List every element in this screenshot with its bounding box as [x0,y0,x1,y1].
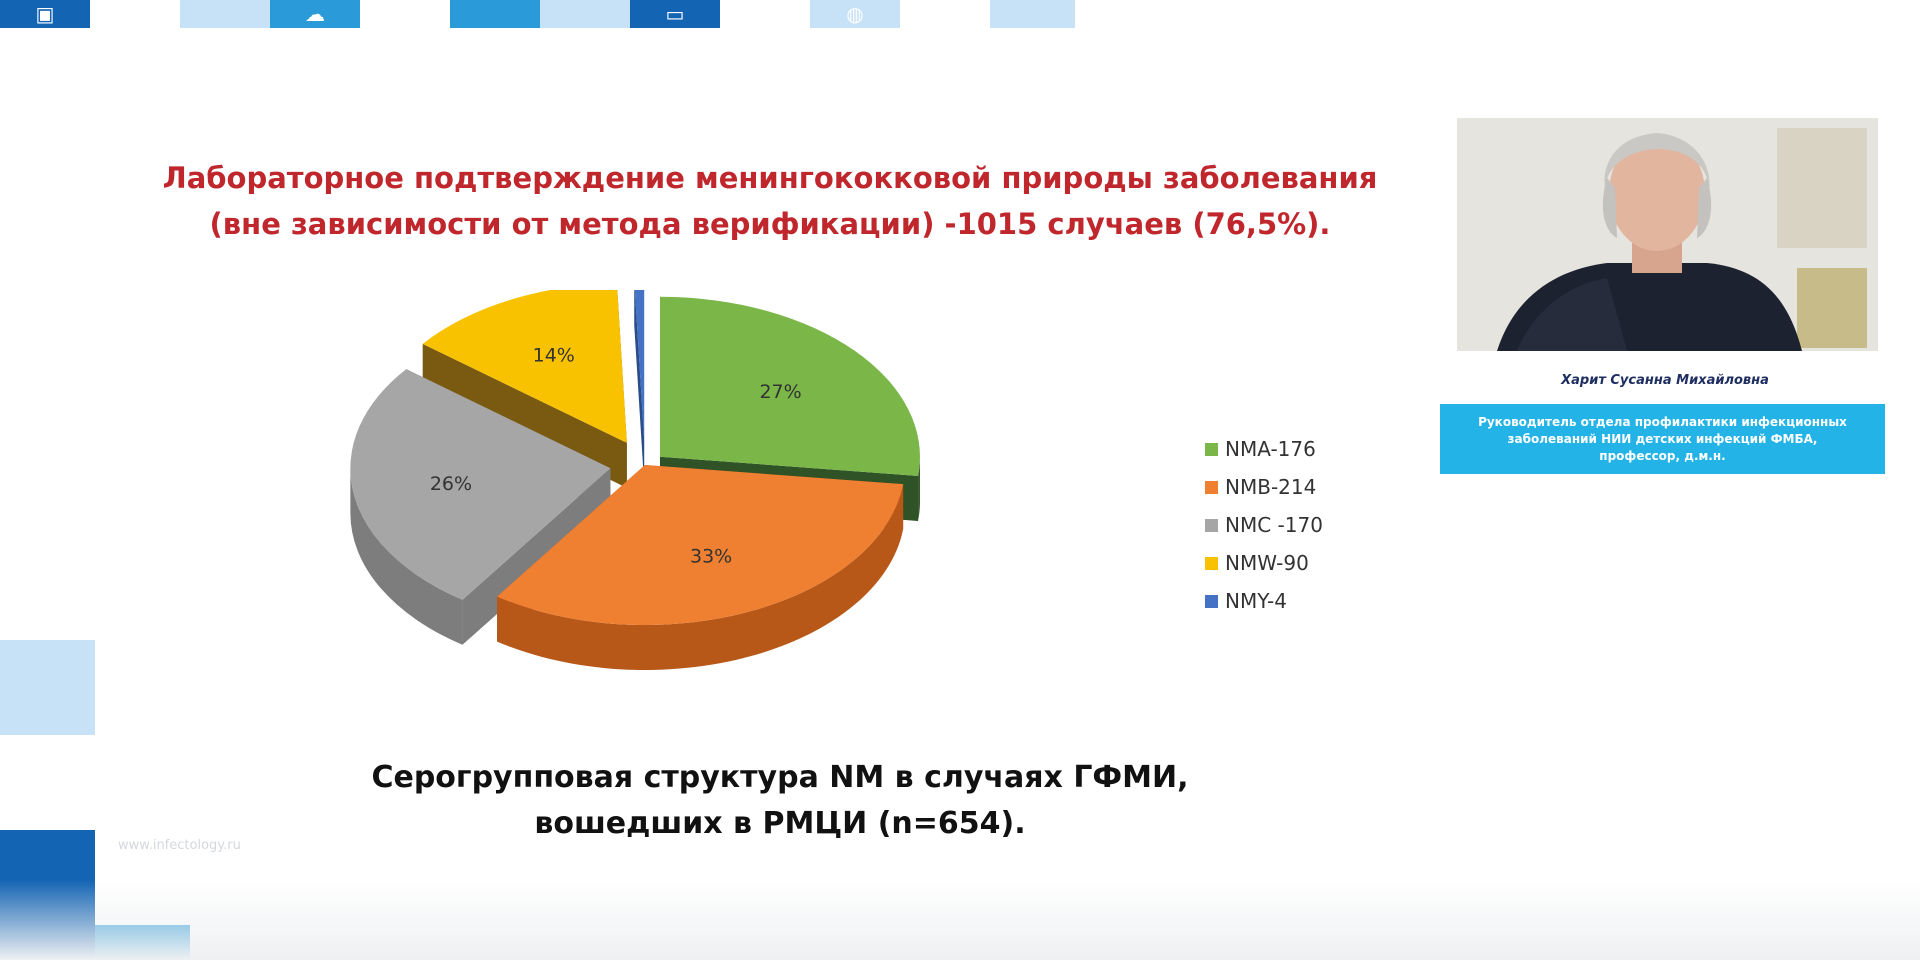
legend-swatch [1205,480,1218,494]
slide-title-line: Лабораторное подтверждение менингококков… [162,161,1378,195]
speaker-webcam-video [1457,118,1878,351]
speaker-info-line: Руководитель отдела профилактики инфекци… [1478,414,1847,429]
top-deco-square [180,0,270,28]
legend-item: NMC -170 [1205,506,1323,544]
legend-label: NMB-214 [1225,475,1317,499]
slide-title-line: (вне зависимости от метода верификации) … [209,207,1331,241]
top-deco-square: ◍ [810,0,900,28]
pie-slice-side [918,456,920,521]
legend-swatch [1205,442,1218,456]
speaker-portrait [1457,118,1878,351]
pie-slice [422,290,627,443]
pills-icon: ◍ [846,2,864,26]
legend-label: NMY-4 [1225,589,1288,613]
pie-slice [497,465,904,625]
pie-slice [350,369,611,600]
slide-subtitle-line: Серогрупповая структура NM в случаях ГФМ… [371,760,1189,795]
cloud-icon: ☁ [305,2,325,26]
bed-icon: ▭ [665,2,685,26]
bottom-fade-strip [0,880,1920,960]
logo-icon: ▣ [35,2,55,26]
pie-slice-label: 26% [430,473,472,495]
speaker-name: Харит Сусанна Михайловна [1561,373,1769,388]
pie-slice [634,290,645,441]
top-deco-square [450,0,540,28]
top-logo-square: ▣ [0,0,90,28]
legend-label: NMC -170 [1225,513,1323,537]
top-deco-square [990,0,1075,28]
top-deco-square: ▭ [630,0,720,28]
legend-label: NMA-176 [1225,437,1316,461]
legend-label: NMW-90 [1225,551,1309,575]
speaker-info-banner: Руководитель отдела профилактики инфекци… [1440,404,1885,474]
left-deco-square [0,640,95,735]
faint-watermark-text: www.infectology.ru [118,838,241,853]
pie-slice-label: 27% [759,381,801,403]
slide-subtitle-line: вошедших в РМЦИ (n=654). [534,806,1026,841]
legend-swatch [1205,518,1218,532]
legend-item: NMW-90 [1205,544,1323,582]
legend-swatch [1205,556,1218,570]
pie-slice-side [350,468,463,645]
slide-subtitle: Серогрупповая структура NM в случаях ГФМ… [330,755,1230,847]
pie-slice [659,296,920,476]
pie-slice-side [497,484,904,670]
pie-slice-label: 14% [533,344,575,366]
speaker-info-line: профессор, д.м.н. [1599,448,1726,463]
legend-item: NMY-4 [1205,582,1323,620]
slide-title: Лабораторное подтверждение менингококков… [140,155,1400,247]
top-deco-square [540,0,630,28]
speaker-info-line: заболеваний НИИ детских инфекций ФМБА, [1507,431,1818,446]
pie-chart: 27%33%26%14%1% [350,290,920,670]
legend-item: NMB-214 [1205,468,1323,506]
pie-slice-side [634,290,645,486]
legend-item: NMA-176 [1205,430,1323,468]
chart-legend: NMA-176 NMB-214 NMC -170 NMW-90 NMY-4 [1205,430,1323,620]
pie-slice-label: 33% [690,545,732,567]
legend-swatch [1205,594,1218,608]
top-deco-square: ☁ [270,0,360,28]
